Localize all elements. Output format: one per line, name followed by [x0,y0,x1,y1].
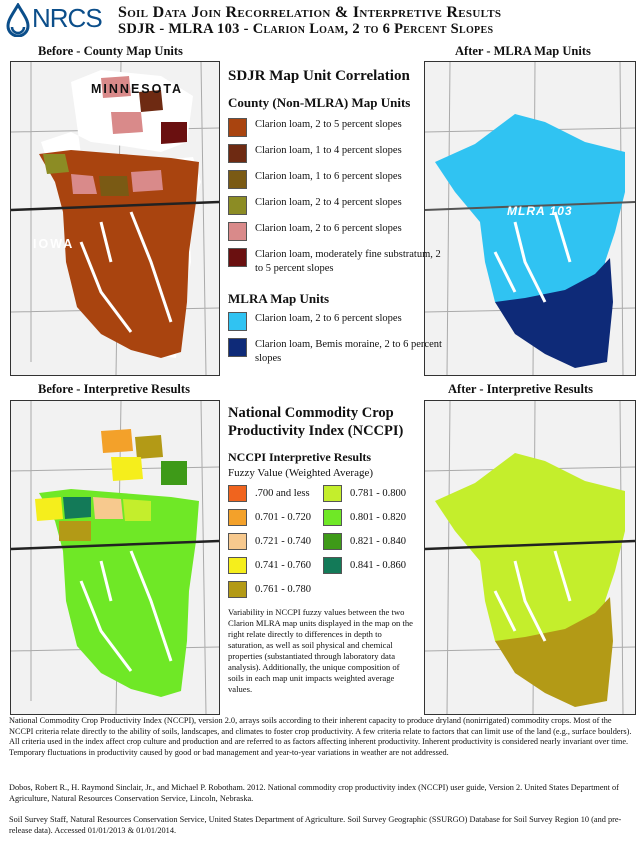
after-interp-map [424,400,636,715]
before-county-title: Before - County Map Units [38,44,183,58]
before-interp-title: Before - Interpretive Results [38,382,190,396]
legend-label: Clarion loam, 2 to 6 percent slopes [255,313,402,324]
after-mlra-map: MLRA 103 [424,61,636,376]
legend-label: Clarion loam, 2 to 5 percent slopes [255,119,402,130]
county-legend-item: Clarion loam, 1 to 6 percent slopes [228,170,445,189]
footer-citation-2: Soil Survey Staff, Natural Resources Con… [9,815,622,835]
legend-label: 0.801 - 0.820 [350,512,406,523]
water-drop-icon [6,2,30,38]
legend-swatch [228,118,247,137]
legend-swatch [228,312,247,331]
legend-swatch [323,533,342,550]
fuzzy-class-item: 0.821 - 0.840 [323,533,406,550]
legend-label: Clarion loam, Bemis moraine, 2 to 6 perc… [255,339,442,364]
legend-label: Clarion loam, moderately fine substratum… [255,249,441,274]
legend-swatch [228,533,247,550]
fuzzy-class-item: 0.761 - 0.780 [228,581,311,598]
county-legend-item: Clarion loam, 2 to 5 percent slopes [228,118,445,137]
logo-text: NRCS [32,3,103,33]
legend-label: Clarion loam, 1 to 6 percent slopes [255,171,402,182]
mlra-legend-item: Clarion loam, Bemis moraine, 2 to 6 perc… [228,338,445,366]
legend-swatch [228,557,247,574]
legend-label: 0.841 - 0.860 [350,560,406,571]
fuzzy-heading: Fuzzy Value (Weighted Average) [228,467,374,479]
legend-label: 0.761 - 0.780 [255,584,311,595]
legend-swatch [323,485,342,502]
fuzzy-class-item: 0.801 - 0.820 [323,509,406,526]
legend-swatch [323,557,342,574]
after-interp-title: After - Interpretive Results [448,382,593,396]
footer-description: National Commodity Crop Productivity Ind… [9,716,632,757]
before-county-map: MINNESOTA IOWA [10,61,220,376]
page-subtitle: SDJR - MLRA 103 - Clarion Loam, 2 to 6 P… [118,21,494,37]
legend-label: Clarion loam, 1 to 4 percent slopes [255,145,402,156]
legend-label: Clarion loam, 2 to 4 percent slopes [255,197,402,208]
legend-swatch [228,248,247,267]
fuzzy-class-item: 0.721 - 0.740 [228,533,311,550]
footer-citation-1: Dobos, Robert R., H. Raymond Sinclair, J… [9,783,619,803]
county-legend-item: Clarion loam, moderately fine substratum… [228,248,445,276]
legend-swatch [228,581,247,598]
fuzzy-class-item: 0.701 - 0.720 [228,509,311,526]
mlra-label: MLRA 103 [507,204,573,218]
legend-swatch [228,196,247,215]
fuzzy-class-item: 0.781 - 0.800 [323,485,406,502]
fuzzy-class-item: 0.741 - 0.760 [228,557,311,574]
county-legend-item: Clarion loam, 1 to 4 percent slopes [228,144,445,163]
county-legend-item: Clarion loam, 2 to 4 percent slopes [228,196,445,215]
county-legend-item: Clarion loam, 2 to 6 percent slopes [228,222,445,241]
nccpi-subtitle: NCCPI Interpretive Results [228,450,372,464]
mlra-legend-item: Clarion loam, 2 to 6 percent slopes [228,312,445,331]
legend-label: 0.741 - 0.760 [255,560,311,571]
iowa-label: IOWA [33,237,75,251]
legend-swatch [228,338,247,357]
nrcs-logo: NRCS [4,2,112,38]
fuzzy-class-item: 0.841 - 0.860 [323,557,406,574]
nccpi-title: National Commodity Crop Productivity Ind… [228,405,404,439]
correlation-legend-title: SDJR Map Unit Correlation [228,68,410,84]
minnesota-label: MINNESOTA [91,82,184,96]
nccpi-note: Variability in NCCPI fuzzy values betwee… [228,607,413,694]
legend-swatch [228,222,247,241]
legend-swatch [228,485,247,502]
page-title: Soil Data Join Recorrelation & Interpret… [118,4,502,21]
county-units-heading: County (Non-MLRA) Map Units [228,95,411,110]
legend-swatch [228,170,247,189]
legend-label: 0.701 - 0.720 [255,512,311,523]
header: NRCS Soil Data Join Recorrelation & Inte… [0,0,643,42]
fuzzy-class-item: .700 and less [228,485,310,502]
legend-swatch [323,509,342,526]
legend-swatch [228,144,247,163]
before-interp-map [10,400,220,715]
legend-swatch [228,509,247,526]
legend-label: 0.721 - 0.740 [255,536,311,547]
mlra-units-heading: MLRA Map Units [228,291,330,306]
legend-label: 0.821 - 0.840 [350,536,406,547]
legend-label: 0.781 - 0.800 [350,488,406,499]
legend-label: .700 and less [255,488,310,499]
after-mlra-title: After - MLRA Map Units [455,44,591,58]
legend-label: Clarion loam, 2 to 6 percent slopes [255,223,402,234]
